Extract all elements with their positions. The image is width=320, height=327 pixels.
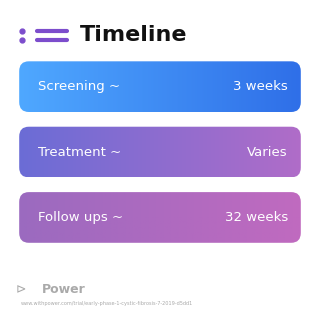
Text: Power: Power <box>42 283 85 296</box>
Text: Follow ups ~: Follow ups ~ <box>38 211 124 224</box>
Text: Timeline: Timeline <box>80 25 188 45</box>
Text: ⊳: ⊳ <box>16 283 26 296</box>
FancyBboxPatch shape <box>19 61 301 112</box>
FancyBboxPatch shape <box>19 127 301 177</box>
Text: Varies: Varies <box>247 146 288 159</box>
Text: Treatment ~: Treatment ~ <box>38 146 122 159</box>
Text: www.withpower.com/trial/early-phase-1-cystic-fibrosis-7-2019-d5dd1: www.withpower.com/trial/early-phase-1-cy… <box>21 301 193 306</box>
FancyBboxPatch shape <box>19 192 301 243</box>
Text: 32 weeks: 32 weeks <box>225 211 288 224</box>
Text: Screening ~: Screening ~ <box>38 80 121 93</box>
Text: 3 weeks: 3 weeks <box>233 80 288 93</box>
